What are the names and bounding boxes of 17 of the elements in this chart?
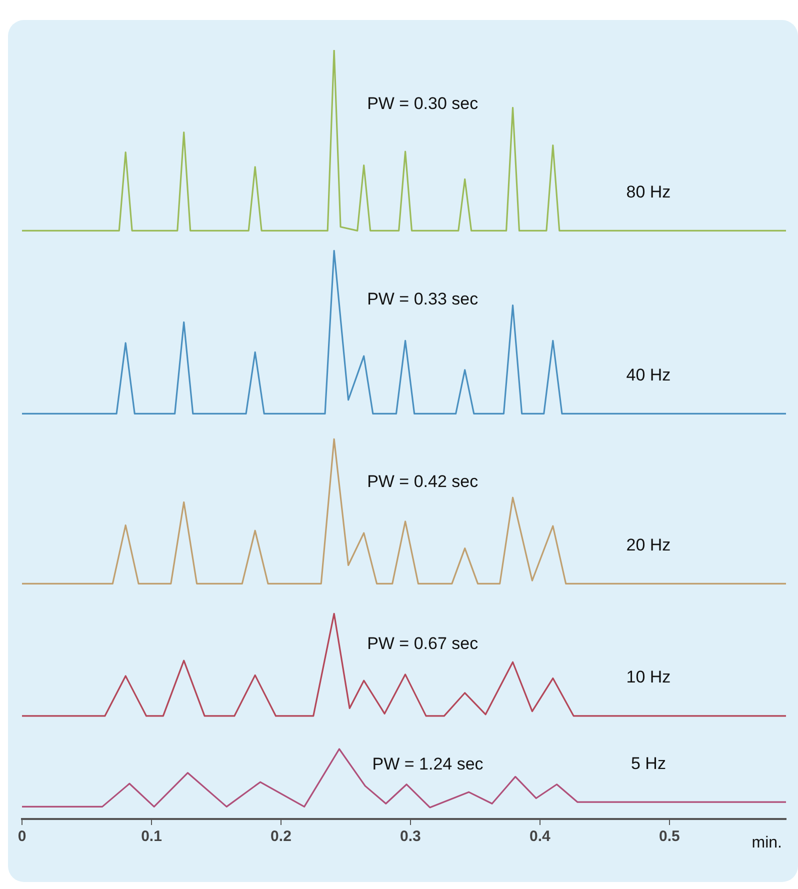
- series-label: 40 Hz: [626, 365, 671, 384]
- x-tick-label: 0.5: [659, 828, 680, 846]
- x-tick-label: 0.3: [400, 828, 421, 846]
- annotation: PW = 0.30 sec: [367, 94, 479, 113]
- annotation: PW = 0.67 sec: [367, 634, 479, 654]
- series-label: 5 Hz: [630, 754, 666, 773]
- annotation: PW = 0.33 sec: [367, 289, 479, 308]
- series-label: 10 Hz: [626, 668, 671, 687]
- x-axis-title: min.: [752, 834, 782, 852]
- annotation: PW = 1.24 sec: [372, 754, 484, 774]
- x-tick-label: 0.1: [141, 828, 162, 846]
- series-label: 20 Hz: [626, 535, 671, 554]
- x-tick-label: 0: [18, 828, 26, 846]
- x-tick-label: 0.2: [270, 828, 292, 846]
- annotation: PW = 0.42 sec: [367, 472, 479, 492]
- series-label: 80 Hz: [626, 182, 671, 202]
- x-tick-label: 0.4: [530, 828, 552, 846]
